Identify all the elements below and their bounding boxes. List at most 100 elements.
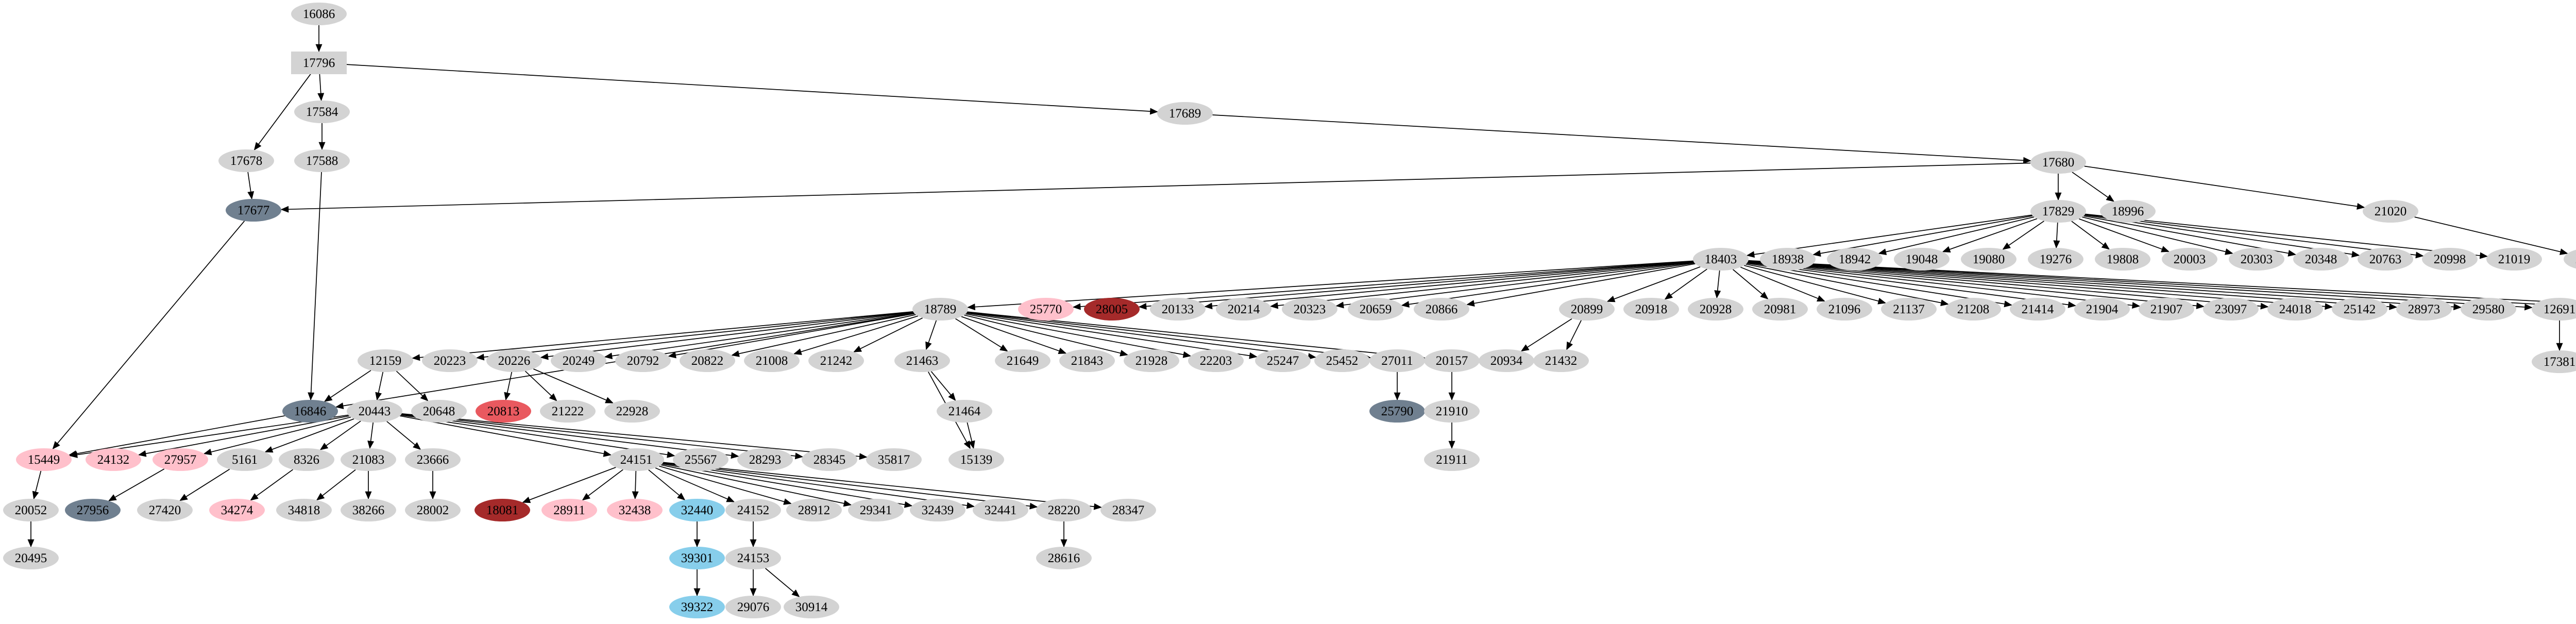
graph-edge-16846-15449 bbox=[69, 415, 285, 457]
node-label: 30914 bbox=[795, 600, 828, 614]
node-ellipse-shape bbox=[294, 149, 350, 172]
node-ellipse-shape bbox=[1282, 298, 1337, 321]
node-ellipse-shape bbox=[669, 499, 725, 521]
node-label: 20249 bbox=[563, 354, 595, 368]
graph-node-19080: 19080 bbox=[1961, 248, 2016, 271]
graph-edge-17796-17689 bbox=[346, 64, 1158, 115]
node-ellipse-shape bbox=[1817, 298, 1872, 321]
graph-edge-18403-20981 bbox=[1732, 269, 1769, 300]
node-label: 25247 bbox=[1267, 354, 1299, 368]
graph-node-21907: 21907 bbox=[2139, 298, 2194, 321]
node-ellipse-shape bbox=[786, 499, 842, 521]
node-ellipse-shape bbox=[1479, 349, 1534, 372]
node-label: 24151 bbox=[620, 453, 653, 467]
graph-edge-18403-18789 bbox=[967, 260, 1693, 311]
graph-node-18403: 18403 bbox=[1693, 248, 1749, 271]
graph-node-27956: 27956 bbox=[65, 499, 121, 521]
node-ellipse-shape bbox=[218, 149, 274, 172]
graph-node-20323: 20323 bbox=[1282, 298, 1337, 321]
node-label: 21928 bbox=[1136, 354, 1168, 368]
node-label: 15449 bbox=[28, 453, 60, 467]
graph-node-8326: 8326 bbox=[279, 448, 334, 471]
graph-edge-20443-28345 bbox=[401, 413, 804, 460]
graph-node-17829: 17829 bbox=[2030, 200, 2086, 223]
graph-nodes: 16086 17796 17584 17689 17678 17588 17680 17677… bbox=[3, 3, 2576, 618]
node-ellipse-shape bbox=[937, 400, 992, 423]
graph-node-28005: 28005 bbox=[1084, 298, 1140, 321]
graph-edge-18789-27011 bbox=[967, 312, 1371, 360]
node-ellipse-shape bbox=[2203, 298, 2259, 321]
node-ellipse-shape bbox=[1827, 248, 1883, 271]
graph-node-20443: 20443 bbox=[347, 400, 402, 423]
graph-edge-20443-8326 bbox=[319, 420, 361, 450]
node-ellipse-shape bbox=[1424, 349, 1480, 372]
graph-node-20495: 20495 bbox=[3, 547, 59, 569]
node-label: 20928 bbox=[1700, 302, 1732, 316]
node-ellipse-shape bbox=[1100, 499, 1156, 521]
graph-edge-20443-23666 bbox=[386, 421, 421, 450]
node-label: 8326 bbox=[294, 453, 319, 467]
graph-node-29076: 29076 bbox=[725, 596, 781, 618]
node-ellipse-shape bbox=[948, 448, 1004, 471]
graph-edge-18403-21137 bbox=[1744, 265, 1887, 305]
graph-node-21020: 21020 bbox=[2363, 200, 2418, 223]
node-ellipse-shape bbox=[422, 349, 478, 372]
node-label: 32439 bbox=[922, 503, 954, 517]
graph-edge-18789-25452 bbox=[967, 312, 1316, 360]
graph-node-21137: 21137 bbox=[1881, 298, 1937, 321]
node-ellipse-shape bbox=[1424, 448, 1480, 471]
graph-edge-18789-21649 bbox=[955, 318, 1008, 352]
graph-node-20348: 20348 bbox=[2293, 248, 2349, 271]
node-ellipse-shape bbox=[1369, 400, 1425, 423]
graph-node-21649: 21649 bbox=[995, 349, 1050, 372]
graph-edge-18403-19791 bbox=[1748, 260, 2576, 307]
graph-node-15139: 15139 bbox=[948, 448, 1004, 471]
node-label: 21008 bbox=[756, 354, 788, 368]
node-label: 20981 bbox=[1764, 302, 1797, 316]
graph-edge-24151-28220 bbox=[663, 462, 1038, 510]
graph-node-39301: 39301 bbox=[669, 547, 725, 569]
node-label: 27011 bbox=[1381, 354, 1413, 368]
node-ellipse-shape bbox=[551, 349, 606, 372]
node-label: 25790 bbox=[1381, 404, 1414, 418]
graph-edge-24151-28911 bbox=[582, 469, 623, 501]
graph-node-28345: 28345 bbox=[802, 448, 857, 471]
node-label: 20813 bbox=[487, 404, 520, 418]
node-label: 18938 bbox=[1772, 252, 1804, 266]
graph-edge-20443-35817 bbox=[401, 413, 868, 460]
node-label: 19048 bbox=[1906, 252, 1938, 266]
node-label: 21464 bbox=[948, 404, 981, 418]
graph-edge-18789-21843 bbox=[961, 316, 1067, 355]
node-label: 24152 bbox=[737, 503, 770, 517]
node-label: 17588 bbox=[306, 154, 338, 168]
node-ellipse-shape bbox=[358, 349, 413, 372]
node-label: 20052 bbox=[15, 503, 47, 517]
graph-node-21464: 21464 bbox=[937, 400, 992, 423]
node-label: 17680 bbox=[2042, 156, 2075, 170]
graph-node-21242: 21242 bbox=[808, 349, 864, 372]
node-ellipse-shape bbox=[2486, 248, 2542, 271]
graph-node-32440: 32440 bbox=[669, 499, 725, 521]
node-label: 19808 bbox=[2107, 252, 2139, 266]
node-label: 18081 bbox=[486, 503, 519, 517]
node-label: 20133 bbox=[1162, 302, 1194, 316]
node-ellipse-shape bbox=[474, 499, 530, 521]
node-ellipse-shape bbox=[3, 499, 59, 521]
graph-edge-18403-23097 bbox=[1748, 261, 2205, 309]
graph-node-28911: 28911 bbox=[541, 499, 597, 521]
graph-node-20659: 20659 bbox=[1348, 298, 1403, 321]
node-label: 21020 bbox=[2375, 205, 2407, 218]
graph-edge-17680-21020 bbox=[2084, 165, 2365, 210]
node-ellipse-shape bbox=[604, 400, 660, 423]
node-ellipse-shape bbox=[405, 448, 461, 471]
graph-node-32441: 32441 bbox=[973, 499, 1028, 521]
graph-edge-24151-32439 bbox=[662, 463, 913, 508]
node-ellipse-shape bbox=[1124, 349, 1179, 372]
node-ellipse-shape bbox=[65, 499, 121, 521]
graph-edge-17678-17677 bbox=[247, 172, 255, 200]
graph-node-27011: 27011 bbox=[1369, 349, 1425, 372]
node-ellipse-shape bbox=[866, 448, 922, 471]
node-label: 24018 bbox=[2279, 302, 2312, 316]
node-label: 28347 bbox=[1112, 503, 1145, 517]
